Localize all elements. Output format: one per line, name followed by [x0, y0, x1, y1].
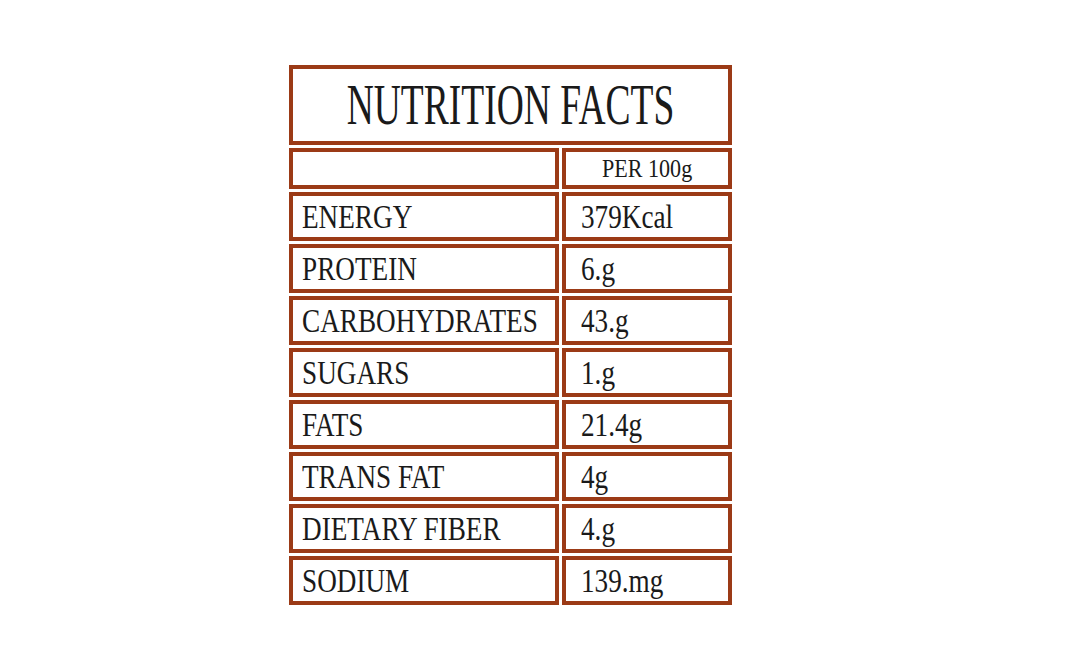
- nutrient-label: FATS: [302, 408, 363, 442]
- nutrient-value: 4.g: [581, 512, 615, 546]
- nutrient-label-cell-fats: FATS: [289, 400, 559, 449]
- nutrient-label-cell-trans-fat: TRANS FAT: [289, 452, 559, 501]
- table-title: NUTRITION FACTS: [347, 77, 675, 133]
- table-title-cell: NUTRITION FACTS: [289, 65, 732, 145]
- nutrient-label: SODIUM: [302, 564, 409, 598]
- nutrient-value-cell-fats: 21.4g: [562, 400, 732, 449]
- nutrient-value: 21.4g: [581, 408, 642, 442]
- nutrient-label: SUGARS: [302, 356, 409, 390]
- header-per-100g-cell: PER 100g: [562, 148, 732, 189]
- nutrient-value: 379Kcal: [581, 200, 673, 234]
- column-header: PER 100g: [602, 156, 692, 182]
- nutrient-value: 1.g: [581, 356, 615, 390]
- nutrient-value-cell-protein: 6.g: [562, 244, 732, 293]
- nutrient-label-cell-sugars: SUGARS: [289, 348, 559, 397]
- nutrient-label-cell-energy: ENERGY: [289, 192, 559, 241]
- nutrient-label-cell-sodium: SODIUM: [289, 556, 559, 605]
- nutrient-value: 6.g: [581, 252, 615, 286]
- nutrient-value: 43.g: [581, 304, 629, 338]
- page: NUTRITION FACTS PER 100g ENERGY 379Kcal …: [0, 0, 1068, 671]
- nutrient-label-cell-dietary-fiber: DIETARY FIBER: [289, 504, 559, 553]
- nutrient-label-cell-protein: PROTEIN: [289, 244, 559, 293]
- nutrient-value-cell-carbohydrates: 43.g: [562, 296, 732, 345]
- nutrient-value: 139.mg: [581, 564, 663, 598]
- nutrient-value-cell-sodium: 139.mg: [562, 556, 732, 605]
- nutrient-label-cell-carbohydrates: CARBOHYDRATES: [289, 296, 559, 345]
- nutrient-label: CARBOHYDRATES: [302, 304, 538, 338]
- nutrient-value-cell-energy: 379Kcal: [562, 192, 732, 241]
- nutrient-value-cell-dietary-fiber: 4.g: [562, 504, 732, 553]
- nutrient-label: TRANS FAT: [302, 460, 444, 494]
- nutrient-label: DIETARY FIBER: [302, 512, 501, 546]
- nutrient-value-cell-trans-fat: 4g: [562, 452, 732, 501]
- header-empty-cell: [289, 148, 559, 189]
- nutrient-value: 4g: [581, 460, 608, 494]
- nutrient-value-cell-sugars: 1.g: [562, 348, 732, 397]
- nutrient-label: ENERGY: [302, 200, 412, 234]
- nutrition-facts-table: NUTRITION FACTS PER 100g ENERGY 379Kcal …: [289, 65, 732, 605]
- nutrient-label: PROTEIN: [302, 252, 417, 286]
